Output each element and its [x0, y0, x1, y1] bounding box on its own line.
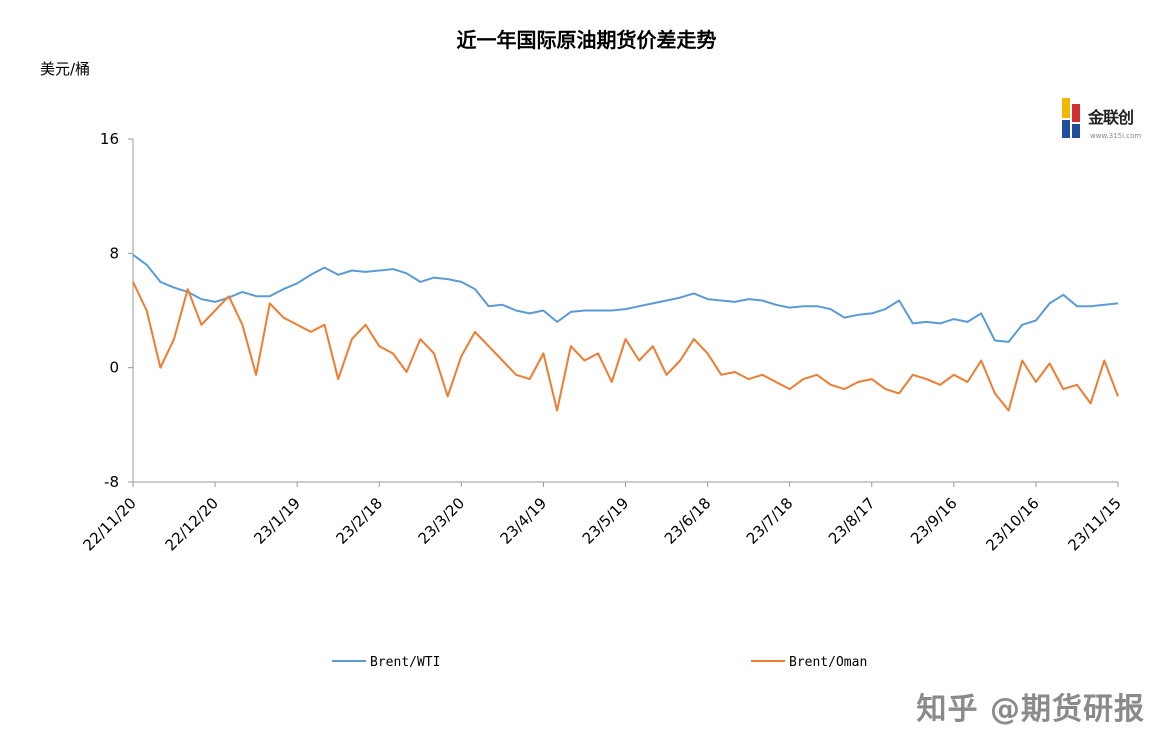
- logo-text: 金联创: [1088, 108, 1134, 127]
- x-tick-label: 23/11/15: [1064, 494, 1124, 554]
- y-tick-label: 16: [100, 130, 119, 148]
- legend-label: Brent/WTI: [370, 655, 440, 670]
- x-tick-label: 23/9/16: [907, 494, 961, 548]
- x-tick-label: 23/2/18: [332, 494, 386, 548]
- x-tick-label: 23/10/16: [982, 494, 1042, 554]
- chart-legend: Brent/WTI Brent/Oman: [332, 655, 867, 670]
- brand-logo: 金联创 www.315i.com: [1058, 96, 1142, 146]
- logo-mark-icon: [1062, 98, 1080, 138]
- x-tick-label: 23/3/20: [415, 494, 469, 548]
- logo-subtext: www.315i.com: [1090, 132, 1142, 140]
- chart-lines: [132, 253, 1119, 412]
- watermark-text: 知乎 @期货研报: [916, 692, 1145, 727]
- x-tick-label: 23/1/19: [250, 494, 304, 548]
- chart-title: 近一年国际原油期货价差走势: [456, 28, 717, 52]
- x-tick-label: 23/4/19: [497, 494, 551, 548]
- y-tick-label: 8: [109, 244, 119, 262]
- series-line-brent-wti: [132, 253, 1119, 343]
- x-tick-label: 23/6/18: [661, 494, 715, 548]
- y-tick-label: 0: [109, 359, 119, 377]
- x-tick-label: 22/11/20: [79, 494, 139, 554]
- x-tick-label: 23/5/19: [579, 494, 633, 548]
- legend-label: Brent/Oman: [789, 655, 867, 670]
- y-axis-unit-label: 美元/桶: [40, 60, 91, 78]
- x-tick-label: 22/12/20: [162, 494, 222, 554]
- x-tick-label: 23/8/17: [825, 494, 879, 548]
- y-tick-label: -8: [104, 473, 119, 491]
- chart-axes: -8 0 8 16 22/11/20 22/12/20 23/1/19 23/2/18 23/3…: [79, 130, 1124, 554]
- x-tick-label: 23/7/18: [743, 494, 797, 548]
- series-line-brent-oman: [132, 281, 1119, 412]
